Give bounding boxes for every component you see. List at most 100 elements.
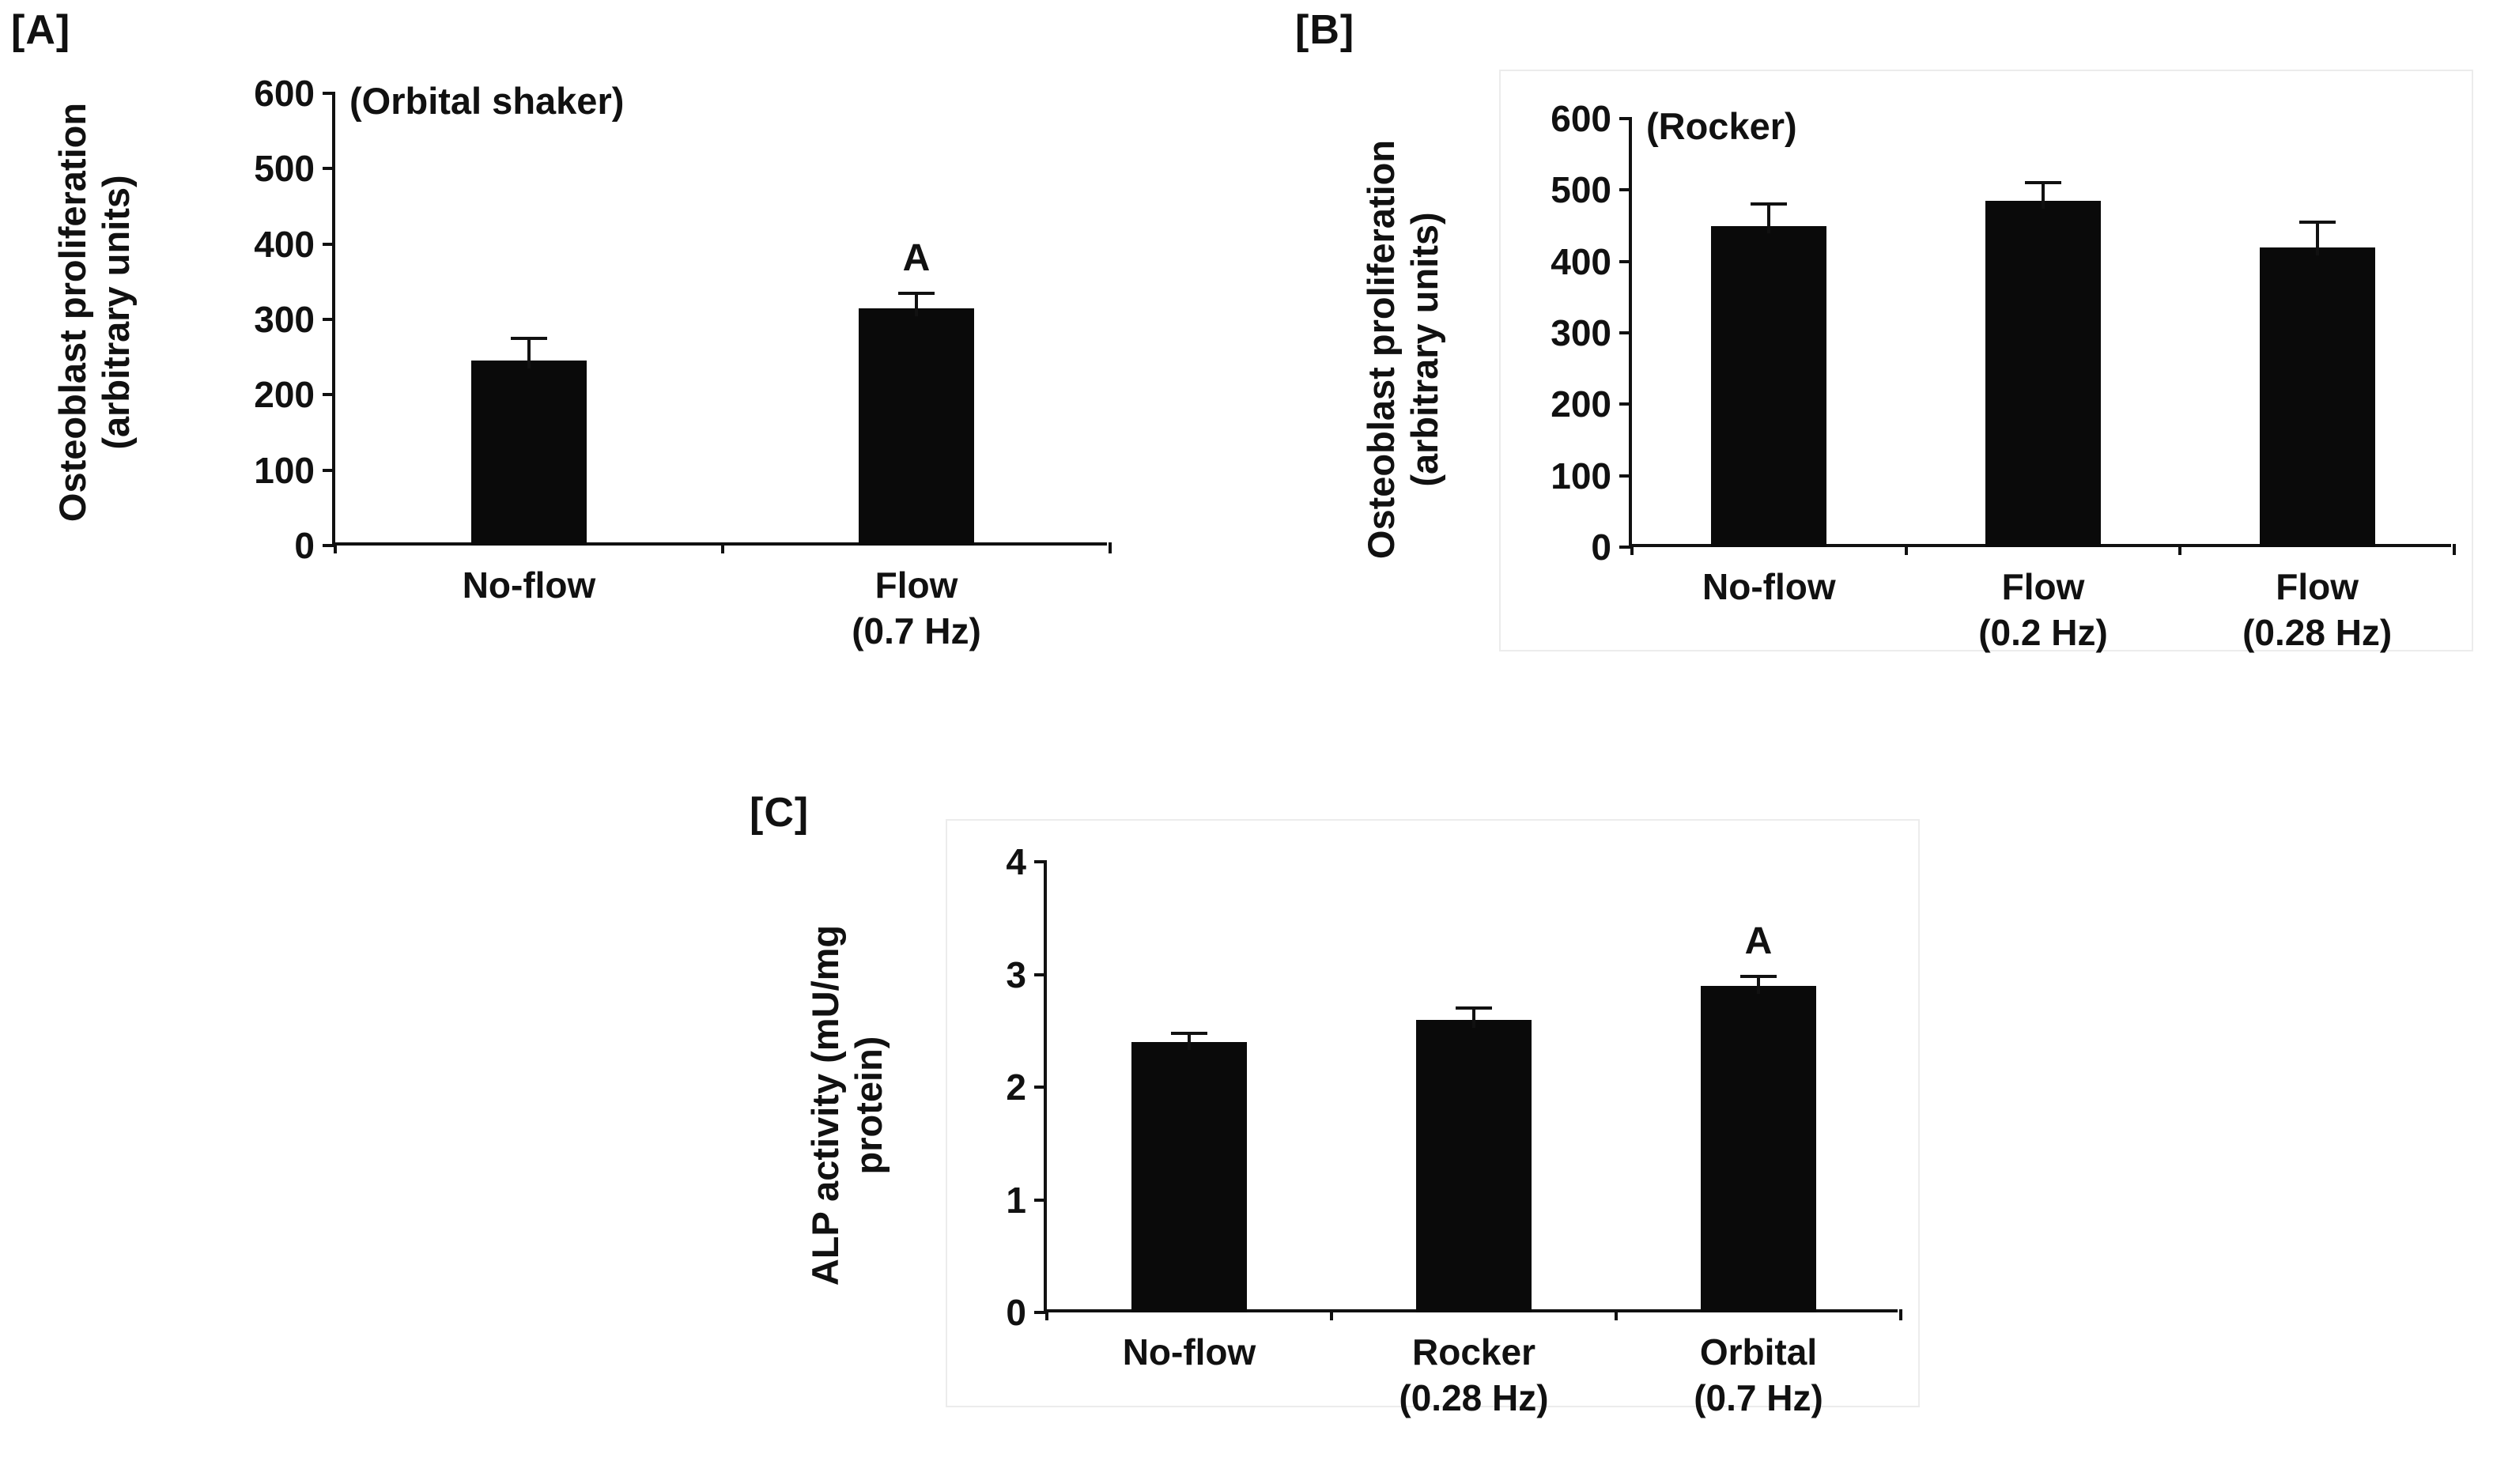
y-tick-label: 0 — [1591, 527, 1611, 568]
y-tick-mark — [323, 92, 335, 95]
y-tick-mark — [1034, 1311, 1047, 1314]
x-tick-mark — [1615, 1309, 1618, 1320]
y-tick-label: 300 — [1551, 312, 1611, 353]
x-tick-mark — [1899, 1309, 1902, 1320]
bar — [471, 361, 587, 546]
x-tick-mark — [1109, 542, 1112, 553]
x-tick-label-line1: No-flow — [462, 565, 596, 606]
x-tick-label-line2: (0.28 Hz) — [2242, 611, 2393, 653]
x-tick-label-line2: (0.2 Hz) — [1978, 611, 2108, 653]
y-axis-title-c-line1: ALP activity (mU/mg — [804, 924, 846, 1286]
y-tick-mark — [1619, 546, 1632, 549]
chart-title-b: (Rocker) — [1646, 105, 1797, 147]
bar — [1985, 200, 2101, 547]
error-bar — [1472, 1008, 1475, 1028]
x-tick-label: No-flow — [371, 563, 687, 609]
x-tick-label: Flow (0.2 Hz) — [1885, 565, 2201, 655]
x-tick-mark — [2178, 544, 2182, 555]
y-tick-mark — [1619, 402, 1632, 406]
x-tick-label-line1: No-flow — [1702, 566, 1836, 607]
y-tick-mark — [323, 393, 335, 397]
x-tick-mark — [1330, 1309, 1333, 1320]
x-tick-label: Rocker (0.28 Hz) — [1316, 1330, 1632, 1421]
y-tick-label: 4 — [1006, 841, 1026, 882]
x-tick-label-line2: (0.7 Hz) — [852, 610, 981, 651]
x-tick-label-line1: Orbital — [1699, 1331, 1818, 1373]
x-tick-label-line2: (0.28 Hz) — [1399, 1376, 1549, 1418]
chart-title-a: (Orbital shaker) — [349, 80, 625, 122]
error-bar-cap — [2025, 181, 2061, 185]
y-tick-label: 3 — [1006, 953, 1026, 995]
error-bar-cap — [1740, 975, 1777, 979]
plot-area-c: 0 1 2 3 4 No-flow Rocker (0.28 Hz) A Orbital (0.7 … — [1006, 841, 1902, 1418]
bar — [1711, 225, 1827, 547]
error-bar-cap — [1171, 1031, 1207, 1035]
y-tick-mark — [323, 544, 335, 547]
panel-label-b: [B] — [1295, 7, 1355, 53]
x-tick-label-line1: Flow — [874, 565, 958, 606]
y-tick-label: 500 — [1551, 169, 1611, 211]
x-tick-label-line1: Rocker — [1412, 1331, 1535, 1373]
x-tick-mark — [2453, 544, 2456, 555]
significance-label: A — [902, 236, 931, 279]
bar — [859, 308, 974, 546]
y-tick-mark — [1034, 1198, 1047, 1202]
x-tick-label: Flow (0.28 Hz) — [2159, 565, 2476, 655]
y-tick-label: 100 — [254, 449, 315, 491]
y-tick-label: 1 — [1006, 1179, 1026, 1221]
x-tick-label: No-flow — [1031, 1330, 1347, 1376]
error-bar-cap — [2298, 220, 2336, 224]
x-tick-label-line2: (0.7 Hz) — [1694, 1376, 1823, 1418]
bar — [1131, 1042, 1247, 1312]
y-tick-mark — [1034, 972, 1047, 976]
y-tick-label: 500 — [254, 148, 315, 190]
error-bar-cap — [1751, 202, 1788, 206]
y-tick-label: 100 — [1551, 455, 1611, 497]
y-tick-label: 300 — [254, 299, 315, 340]
error-bar-cap — [511, 336, 547, 340]
y-tick-label: 0 — [1006, 1292, 1026, 1333]
y-tick-label: 600 — [1551, 98, 1611, 139]
y-tick-mark — [1619, 259, 1632, 263]
x-tick-label: No-flow — [1611, 565, 1927, 610]
bar — [1701, 985, 1816, 1312]
panel-label-c: [C] — [750, 790, 810, 836]
x-tick-label-line1: Flow — [2276, 566, 2359, 607]
y-tick-mark — [323, 468, 335, 472]
plot-area-b: (Rocker) 0 100 200 300 400 500 600 No-flow Flow(… — [1551, 98, 2456, 653]
x-tick-label: Orbital (0.7 Hz) — [1600, 1330, 1917, 1421]
y-tick-mark — [1619, 117, 1632, 120]
x-tick-label: Flow (0.7 Hz) — [758, 563, 1075, 654]
x-tick-mark — [721, 542, 724, 553]
y-tick-mark — [323, 318, 335, 321]
x-tick-label-line1: No-flow — [1122, 1331, 1256, 1373]
y-axis-title-c: ALP activity (mU/mg protein) — [803, 813, 892, 1398]
x-tick-mark — [334, 542, 337, 553]
bar — [2259, 247, 2375, 547]
error-bar — [1757, 976, 1760, 994]
error-bar — [2042, 183, 2045, 209]
y-tick-mark — [1619, 474, 1632, 478]
plot-area-a: (Orbital shaker) 0 100 200 300 400 500 600 No-f… — [254, 73, 1112, 651]
y-tick-label: 200 — [254, 374, 315, 416]
y-tick-label: 200 — [1551, 383, 1611, 425]
y-tick-mark — [323, 167, 335, 171]
y-tick-mark — [1619, 188, 1632, 192]
y-tick-label: 600 — [254, 73, 315, 114]
error-bar — [915, 293, 918, 316]
error-bar — [527, 338, 531, 369]
y-tick-label: 400 — [1551, 240, 1611, 282]
y-tick-label: 400 — [254, 223, 315, 265]
y-tick-mark — [323, 242, 335, 246]
y-tick-label: 0 — [294, 525, 315, 566]
bar — [1416, 1019, 1532, 1312]
x-tick-mark — [1630, 544, 1634, 555]
error-bar-cap — [898, 291, 935, 295]
significance-label: A — [1744, 920, 1773, 963]
error-bar — [2315, 221, 2319, 255]
y-tick-mark — [1034, 1086, 1047, 1089]
y-tick-mark — [1619, 331, 1632, 334]
